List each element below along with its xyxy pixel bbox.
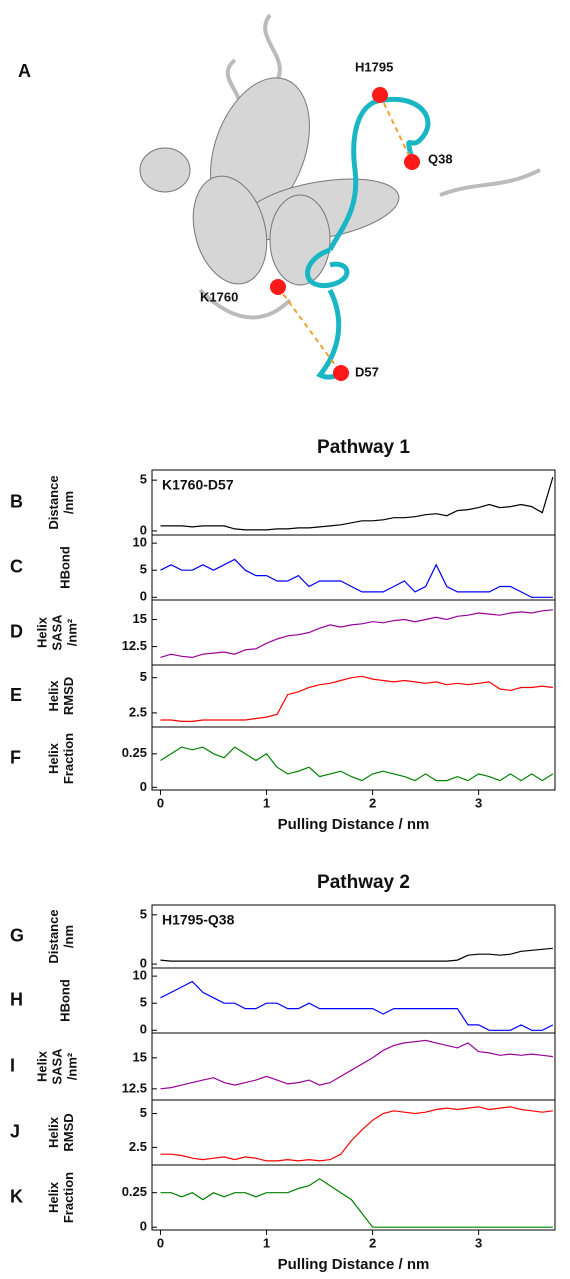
panel-letter: I	[10, 1055, 15, 1075]
x-tick-label: 0	[157, 1235, 164, 1250]
x-tick-label: 0	[157, 795, 164, 810]
y-tick-label: 15	[133, 1049, 147, 1064]
y-tick-label: 2.5	[129, 1139, 147, 1154]
y-tick-label: 12.5	[122, 638, 147, 653]
plot-frame	[151, 726, 556, 791]
y-axis-label: Helix	[46, 742, 61, 774]
panel-letter: D	[10, 621, 23, 641]
x-tick-label: 2	[369, 1235, 376, 1250]
plot-frame	[151, 599, 556, 666]
panel-letter: K	[10, 1186, 23, 1206]
plot-frame	[151, 1164, 556, 1231]
plot-frame	[151, 664, 556, 728]
residue-label: Q38	[428, 151, 453, 166]
chart-title: Pathway 2	[317, 872, 410, 893]
y-tick-label: 0.25	[122, 1184, 147, 1199]
y-tick-label: 0	[140, 956, 147, 971]
y-tick-label: 5	[140, 995, 147, 1010]
y-tick-label: 0	[140, 1022, 147, 1037]
chart-title: Pathway 1	[317, 437, 410, 458]
residue-label: H1795	[355, 59, 393, 74]
data-line	[160, 1178, 553, 1228]
y-tick-label: 0	[140, 779, 147, 794]
y-tick-label: 5	[140, 906, 147, 921]
panel-letter: J	[10, 1121, 20, 1141]
y-axis-label: Helix	[46, 1181, 61, 1213]
data-line	[160, 1039, 553, 1090]
data-line	[160, 609, 553, 659]
y-axis-label: Fraction	[61, 1172, 76, 1223]
y-axis-label: /nm²	[64, 1052, 79, 1080]
y-tick-label: 5	[140, 472, 147, 487]
y-tick-label: 0	[140, 522, 147, 537]
annotation: K1760-D57	[162, 477, 234, 493]
y-axis-label: Distance	[46, 909, 61, 963]
plot-frame	[151, 967, 556, 1034]
residue-label: D57	[355, 364, 379, 379]
x-tick-label: 1	[263, 1235, 270, 1250]
data-line	[160, 1106, 553, 1162]
y-axis-label: Distance	[46, 475, 61, 529]
y-tick-label: 5	[140, 1105, 147, 1120]
y-axis-label: SASA	[49, 614, 64, 651]
panel-letter: H	[10, 989, 23, 1009]
y-tick-label: 0	[140, 1219, 147, 1234]
plot-frame	[151, 534, 556, 601]
y-axis-label: SASA	[49, 1048, 64, 1085]
panel-letter: C	[10, 556, 23, 576]
data-line	[160, 675, 553, 722]
y-tick-label: 15	[133, 611, 147, 626]
x-tick-label: 3	[475, 795, 482, 810]
y-axis-label: Helix	[34, 1050, 49, 1082]
x-axis-label: Pulling Distance / nm	[278, 816, 430, 833]
y-axis-label: HBond	[57, 979, 72, 1022]
structure-panel: A H1795 Q38 K1760 D5	[18, 13, 541, 381]
y-axis-label: /nm	[61, 491, 76, 514]
y-axis-label: /nm	[61, 925, 76, 948]
y-axis-label: Helix	[34, 616, 49, 648]
x-tick-label: 2	[369, 795, 376, 810]
y-axis-label: /nm²	[64, 618, 79, 646]
data-line	[160, 980, 554, 1031]
data-line	[160, 746, 554, 782]
y-axis-label: RMSD	[61, 677, 76, 715]
y-tick-label: 10	[133, 535, 147, 550]
y-axis-label: Helix	[46, 680, 61, 712]
residue-label: K1760	[200, 289, 238, 304]
y-tick-label: 10	[133, 968, 147, 983]
y-tick-label: 0.25	[122, 745, 147, 760]
x-tick-label: 3	[475, 1235, 482, 1250]
data-line	[160, 558, 553, 598]
y-axis-label: Helix	[46, 1116, 61, 1148]
panel-letter: B	[10, 491, 23, 511]
y-tick-label: 2.5	[129, 704, 147, 719]
panel-letter: E	[10, 685, 22, 705]
y-tick-label: 0	[140, 589, 147, 604]
y-tick-label: 12.5	[122, 1080, 147, 1095]
distance-line	[277, 94, 413, 374]
x-tick-label: 1	[263, 795, 270, 810]
panel-letter: G	[10, 925, 24, 945]
y-axis-label: Fraction	[61, 733, 76, 784]
panel-letter: A	[18, 61, 31, 81]
plot-frame	[151, 1099, 556, 1166]
panel-letter: F	[10, 747, 21, 767]
y-tick-label: 5	[140, 669, 147, 684]
protein-cartoon	[139, 13, 541, 320]
annotation: H1795-Q38	[162, 912, 235, 928]
x-axis-label: Pulling Distance / nm	[278, 1256, 430, 1273]
data-line	[160, 947, 553, 962]
y-axis-label: RMSD	[61, 1113, 76, 1151]
y-axis-label: HBond	[57, 546, 72, 589]
plot-frame	[151, 1032, 556, 1101]
y-tick-label: 5	[140, 562, 147, 577]
data-line	[160, 476, 554, 531]
residue-marker	[270, 87, 420, 381]
